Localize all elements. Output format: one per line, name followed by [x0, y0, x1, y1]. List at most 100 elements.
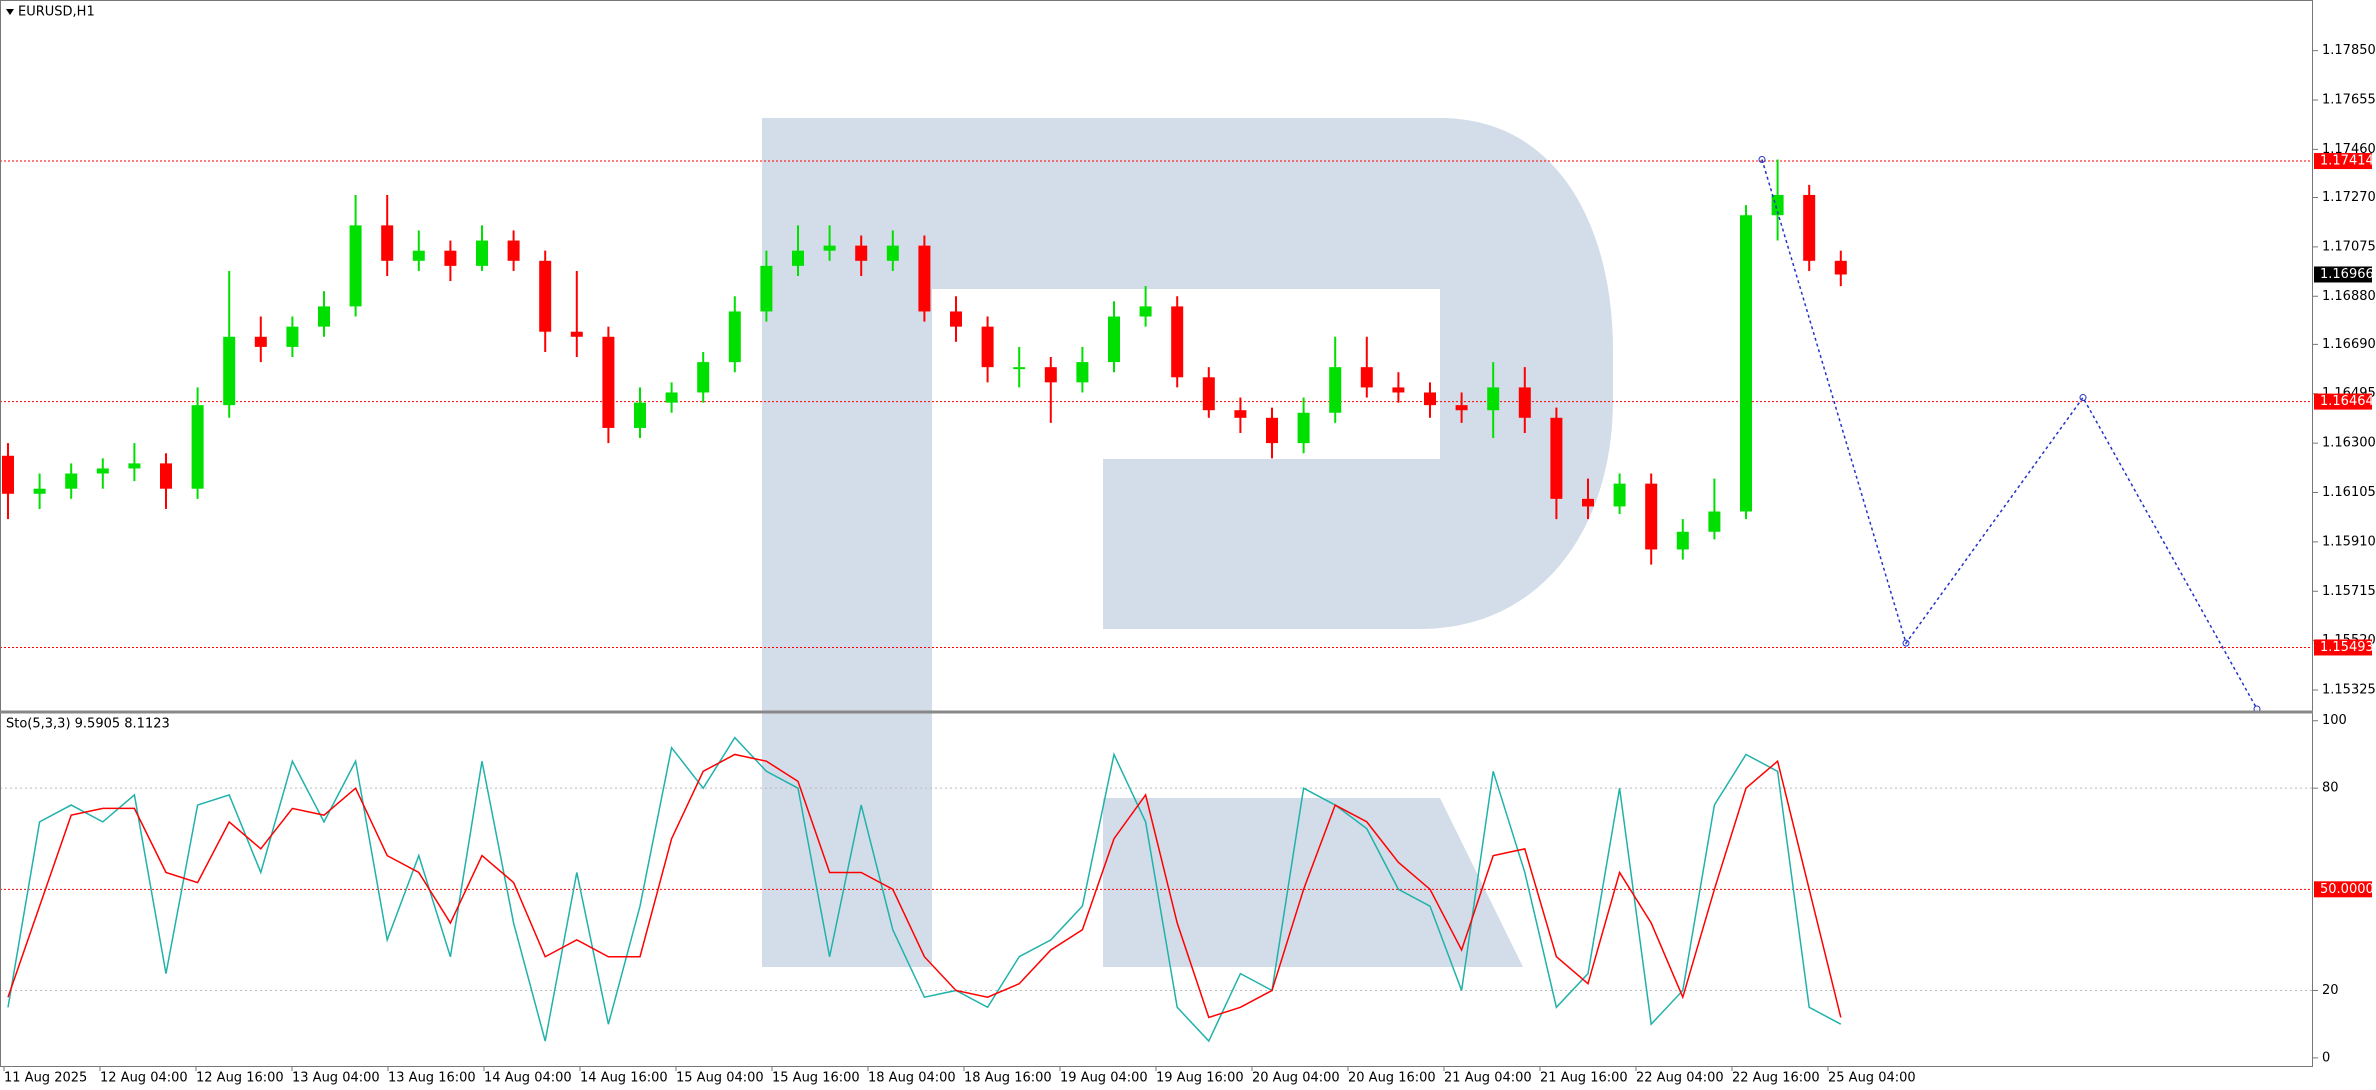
- y-tick-label: 1.15715: [2322, 584, 2376, 599]
- y-tick-label: 1.16880: [2322, 289, 2376, 304]
- candle-body: [160, 463, 172, 489]
- candle-body: [412, 250, 425, 261]
- y-tick-label: 1.15910: [2322, 534, 2376, 549]
- candle-body: [886, 245, 899, 261]
- candle-body: [1645, 483, 1658, 550]
- level-label-box: [2314, 393, 2372, 410]
- candle-body: [2, 455, 14, 494]
- x-tick-label: 15 Aug 04:00: [676, 1071, 764, 1086]
- level-label-box: [2314, 153, 2372, 170]
- candle-body: [65, 473, 78, 489]
- candle-body: [634, 402, 646, 428]
- candle-body: [254, 336, 267, 347]
- candle-body: [1297, 412, 1310, 444]
- forecast-point: [1902, 639, 1910, 647]
- watermark-leg: [1103, 798, 1523, 967]
- y-tick-label: 1.17655: [2322, 93, 2376, 108]
- y-tick-label: 100: [2322, 713, 2347, 728]
- y-tick-label: 1.15325: [2322, 683, 2376, 698]
- candle-body: [823, 245, 836, 251]
- candle-body: [1834, 260, 1847, 275]
- level-label: 50.0000: [2320, 882, 2374, 897]
- candle-body: [223, 336, 236, 406]
- watermark-r: [762, 118, 1613, 967]
- candle-body: [665, 392, 678, 403]
- x-tick-label: 20 Aug 04:00: [1252, 1071, 1340, 1086]
- x-tick-label: 25 Aug 04:00: [1828, 1071, 1916, 1086]
- candle-body: [1613, 483, 1626, 507]
- candle-body: [1392, 387, 1405, 393]
- candle-body: [1487, 387, 1500, 411]
- chart-title: EURUSD,H1: [18, 5, 95, 20]
- y-tick-label: 1.17075: [2322, 239, 2376, 254]
- candle-body: [507, 240, 520, 261]
- candle-body: [1329, 367, 1342, 413]
- x-tick-label: 13 Aug 16:00: [388, 1071, 476, 1086]
- stochastic-line: [7, 736, 1842, 1043]
- y-tick-label: 1.16300: [2322, 436, 2376, 451]
- x-tick-label: 15 Aug 16:00: [772, 1071, 860, 1086]
- candle-body: [792, 250, 804, 266]
- candle-body: [1234, 410, 1247, 418]
- y-tick-label: 20: [2322, 983, 2339, 998]
- candle-body: [1740, 215, 1752, 512]
- candle-body: [128, 463, 141, 469]
- frame: [0, 0, 2313, 1067]
- x-tick-label: 21 Aug 16:00: [1540, 1071, 1628, 1086]
- candle-body: [570, 331, 583, 337]
- candle-body: [476, 240, 488, 266]
- candle-body: [950, 311, 962, 327]
- watermark: [762, 118, 1613, 967]
- candle-body: [1202, 377, 1215, 411]
- candle-body: [1803, 194, 1816, 261]
- forecast-point: [2079, 394, 2087, 402]
- candle-body: [191, 405, 204, 489]
- candle-body: [1360, 367, 1373, 388]
- level-label-box: [2314, 639, 2372, 656]
- y-tick-label: 0: [2322, 1050, 2330, 1065]
- candle-body: [381, 225, 394, 261]
- candle-body: [1044, 367, 1057, 383]
- x-tick-label: 11 Aug 2025: [4, 1071, 87, 1086]
- y-tick-label: 80: [2322, 781, 2339, 796]
- candle-body: [1518, 387, 1531, 418]
- candle-body: [1139, 306, 1152, 317]
- y-tick-label: 1.16105: [2322, 485, 2376, 500]
- candle-body: [318, 306, 330, 327]
- candle-body: [1108, 316, 1120, 363]
- candle-body: [1076, 362, 1089, 383]
- x-tick-label: 14 Aug 04:00: [484, 1071, 572, 1086]
- candle-body: [918, 245, 931, 312]
- candle-body: [855, 245, 868, 261]
- candle-body: [981, 326, 994, 368]
- x-tick-label: 21 Aug 04:00: [1444, 1071, 1532, 1086]
- stochastic-line: [7, 753, 1842, 1019]
- y-tick-label: 1.16690: [2322, 337, 2376, 352]
- candle-body: [1266, 417, 1278, 444]
- x-tick-label: 22 Aug 04:00: [1636, 1071, 1724, 1086]
- candle-body: [760, 265, 773, 312]
- x-tick-label: 20 Aug 16:00: [1348, 1071, 1436, 1086]
- plot-area: 1.178501.176551.174601.172701.170751.168…: [0, 43, 2376, 1086]
- x-tick-label: 12 Aug 04:00: [100, 1071, 188, 1086]
- candle-body: [1424, 392, 1436, 406]
- candle-body: [1550, 417, 1563, 499]
- candle-body: [1455, 405, 1468, 411]
- level-label: 1.16464: [2320, 394, 2374, 409]
- candle-body: [286, 326, 299, 347]
- candle-body: [1582, 498, 1594, 507]
- candle-body: [728, 311, 741, 363]
- y-tick-label: 1.17270: [2322, 190, 2376, 205]
- candle-body: [96, 468, 109, 474]
- x-tick-label: 19 Aug 16:00: [1156, 1071, 1244, 1086]
- level-label-box: [2314, 881, 2372, 898]
- x-tick-label: 19 Aug 04:00: [1060, 1071, 1148, 1086]
- x-tick-label: 18 Aug 04:00: [868, 1071, 956, 1086]
- candle-body: [697, 362, 710, 393]
- indicator-title: Sto(5,3,3) 9.5905 8.1123: [6, 717, 170, 732]
- x-tick-label: 22 Aug 16:00: [1732, 1071, 1820, 1086]
- last-price-box: [2314, 266, 2372, 283]
- x-tick-label: 18 Aug 16:00: [964, 1071, 1052, 1086]
- level-label: 1.15493: [2320, 640, 2374, 655]
